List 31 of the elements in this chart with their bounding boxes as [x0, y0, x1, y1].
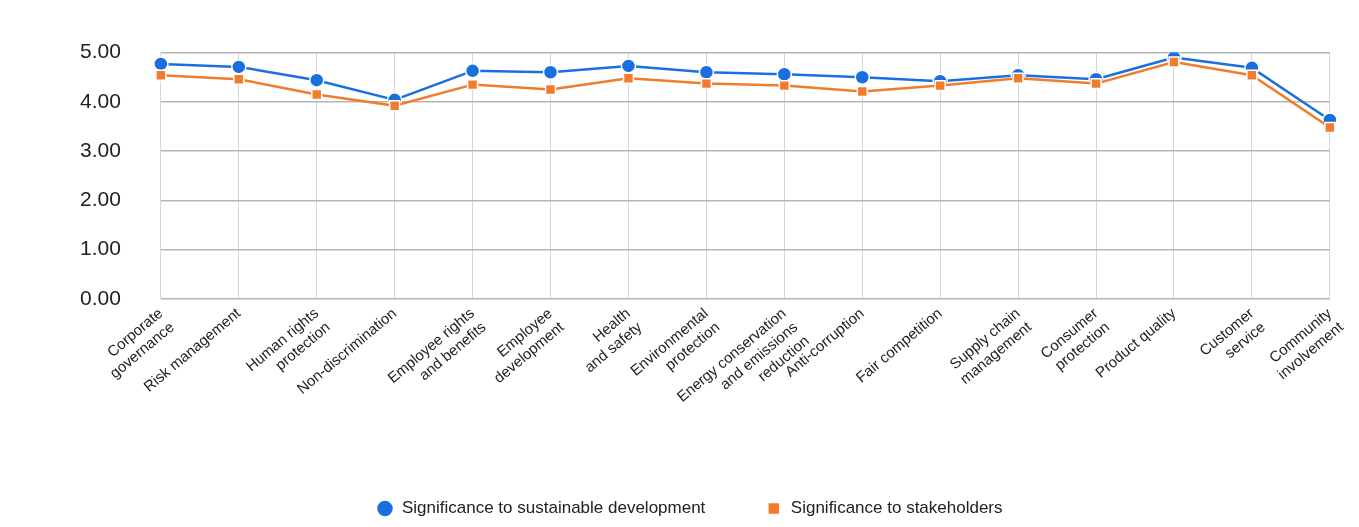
point	[153, 56, 169, 72]
point	[856, 85, 868, 98]
point	[308, 72, 325, 88]
point	[464, 63, 481, 79]
y-tick-label: 1.00	[80, 236, 121, 260]
legend-label: Significance to stakeholders	[790, 498, 1003, 518]
point	[1246, 69, 1258, 81]
point	[620, 58, 637, 74]
point	[934, 79, 946, 92]
y-tick-label: 3.00	[80, 137, 121, 161]
point	[542, 64, 559, 81]
point	[1168, 56, 1180, 68]
y-tick-label: 4.00	[80, 88, 121, 112]
point	[155, 69, 167, 81]
point	[233, 73, 245, 85]
point	[854, 69, 871, 85]
point	[544, 83, 557, 96]
y-tick-label: 2.00	[80, 187, 121, 211]
point	[231, 59, 247, 75]
point	[778, 79, 791, 92]
point	[1012, 72, 1024, 84]
y-tick-label: 0.00	[80, 285, 121, 309]
point	[1324, 121, 1336, 134]
point	[311, 88, 323, 101]
legend-label: Significance to sustainable development	[401, 498, 706, 518]
point	[1090, 77, 1102, 90]
point	[466, 78, 479, 91]
point	[700, 77, 713, 90]
y-tick-label: 5.00	[80, 39, 121, 63]
point	[388, 100, 401, 112]
point	[622, 72, 635, 84]
